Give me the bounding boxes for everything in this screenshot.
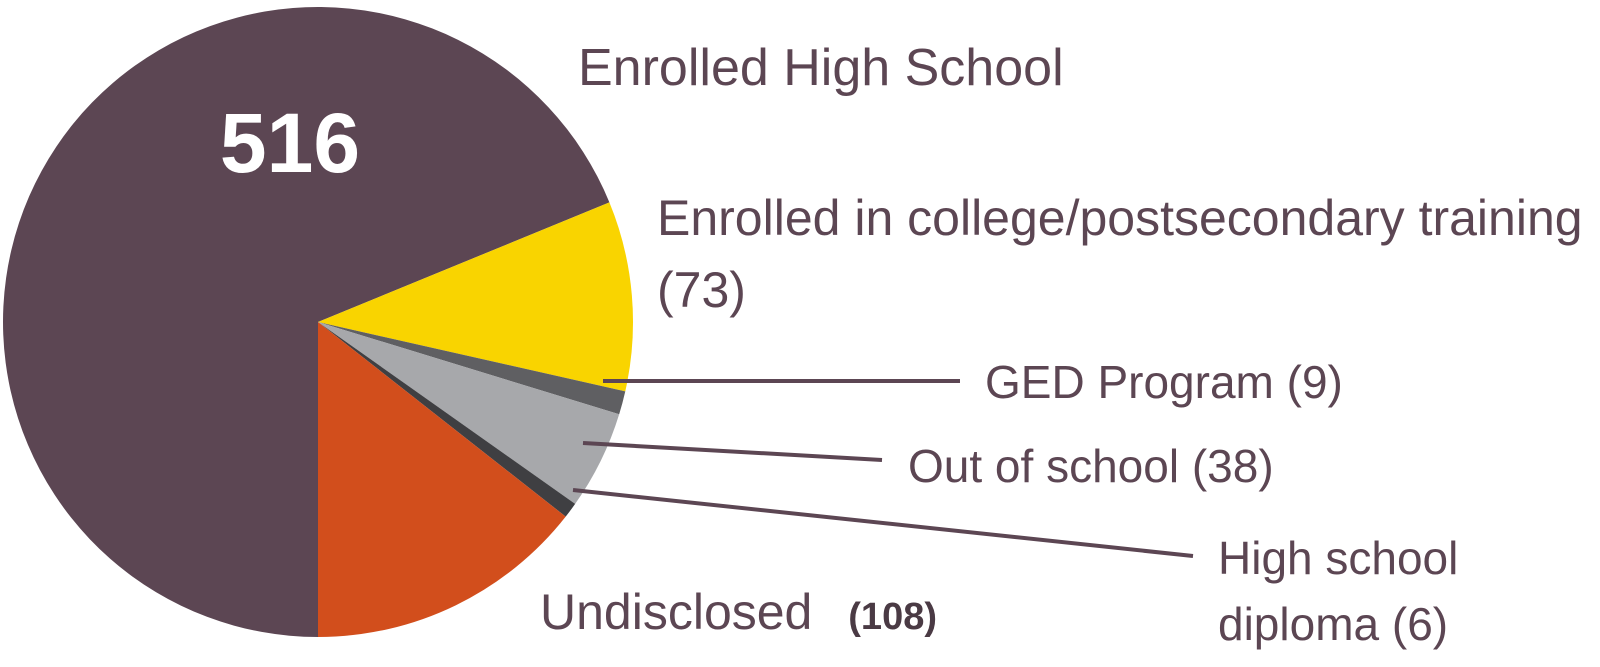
pie-slice xyxy=(318,322,576,517)
pie-slice xyxy=(318,322,620,504)
category-label: Enrolled High School xyxy=(578,39,1064,97)
value-label: (38) xyxy=(1191,440,1274,492)
value-label: (73) xyxy=(657,262,746,318)
slice-label: Out of school (38) xyxy=(908,430,1598,502)
slice-label: GED Program (9) xyxy=(985,346,1595,418)
slice-value-label: 516 xyxy=(220,96,360,190)
slice-label: High school diploma (6) xyxy=(1218,525,1548,657)
value-label: (9) xyxy=(1286,356,1343,408)
pie-slice xyxy=(318,322,566,637)
slice-label: Enrolled High School xyxy=(578,32,1478,104)
slice-label: Undisclosed (108) xyxy=(540,576,1240,653)
value-label: (6) xyxy=(1391,598,1449,650)
pie-slice xyxy=(318,202,633,392)
category-label: Undisclosed xyxy=(540,584,813,640)
pie-slice xyxy=(318,322,626,415)
category-label: High school diploma xyxy=(1218,532,1459,650)
category-label: Enrolled in college/postsecondary traini… xyxy=(657,190,1583,246)
pie-slice xyxy=(2,7,610,638)
pie xyxy=(2,7,633,638)
category-label: GED Program xyxy=(985,356,1274,408)
slice-label: Enrolled in college/postsecondary traini… xyxy=(657,182,1597,326)
value-label: (108) xyxy=(848,596,937,638)
leader-line xyxy=(582,441,883,462)
category-label: Out of school xyxy=(908,440,1180,492)
leader-line xyxy=(572,488,1194,558)
